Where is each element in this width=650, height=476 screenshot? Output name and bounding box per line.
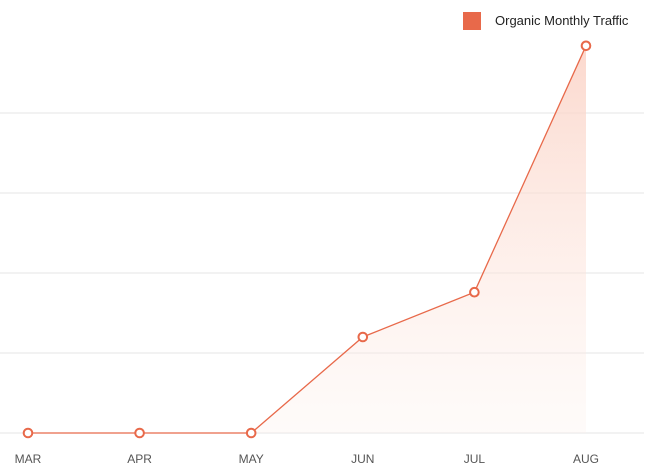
x-tick-label-apr: APR — [127, 452, 152, 466]
x-axis-labels: MAR APR MAY JUN JUL AUG — [15, 452, 599, 466]
x-tick-label-aug: AUG — [573, 452, 599, 466]
data-point-jul[interactable] — [469, 286, 480, 298]
legend-swatch — [463, 12, 481, 30]
data-point-apr[interactable] — [134, 427, 145, 439]
x-tick-label-jul: JUL — [464, 452, 486, 466]
area-fill — [28, 45, 586, 434]
data-point-aug[interactable] — [580, 40, 592, 52]
legend: Organic Monthly Traffic — [463, 12, 629, 30]
data-point-may[interactable] — [245, 427, 257, 439]
x-tick-label-may: MAY — [239, 452, 264, 466]
data-point-mar[interactable] — [22, 427, 34, 439]
data-point-jun[interactable] — [357, 331, 369, 343]
series-line — [28, 45, 587, 434]
legend-label: Organic Monthly Traffic — [495, 13, 629, 28]
data-points — [22, 40, 592, 439]
x-tick-label-mar: MAR — [15, 452, 42, 466]
x-tick-label-jun: JUN — [351, 452, 374, 466]
